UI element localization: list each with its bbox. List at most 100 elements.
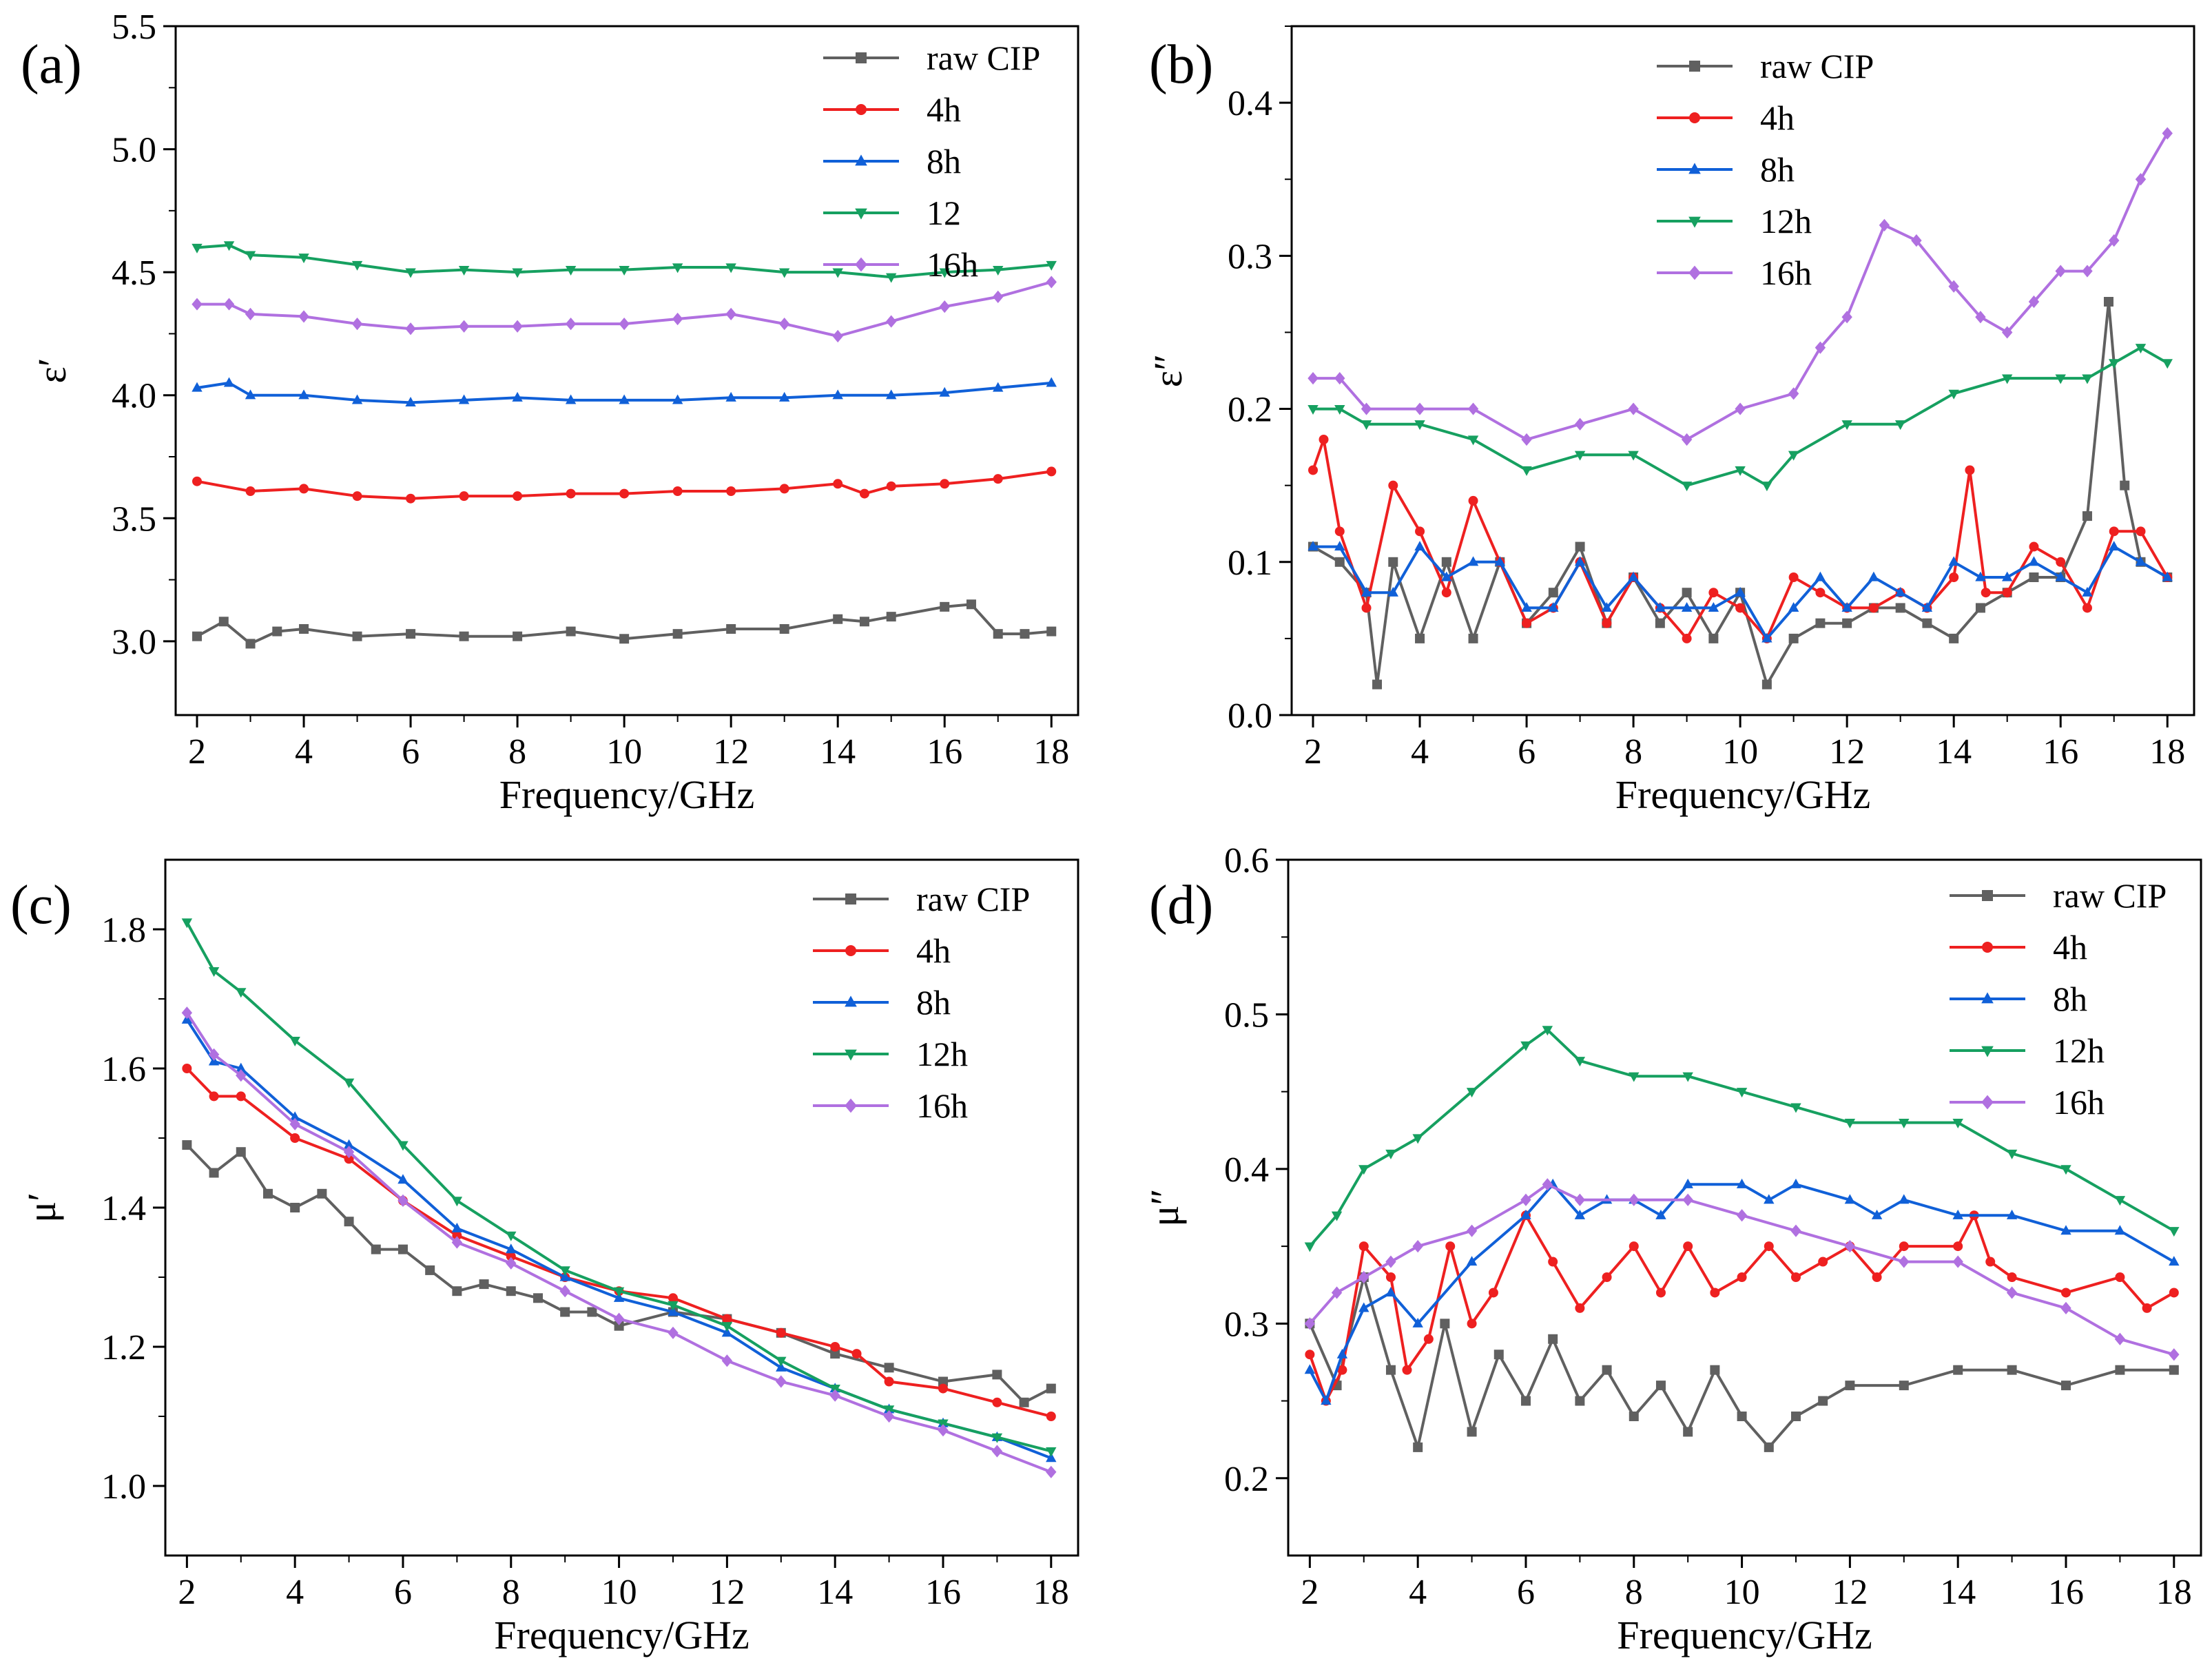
data-point (1708, 633, 1719, 643)
data-point (2055, 265, 2066, 278)
y-tick-label: 0.4 (1228, 84, 1272, 123)
data-point (2082, 374, 2093, 384)
data-point (1046, 626, 1057, 637)
data-point (1735, 586, 1746, 597)
data-point (1521, 433, 1532, 446)
data-point (619, 265, 630, 276)
data-point (452, 1286, 462, 1296)
data-point (1358, 1241, 1369, 1252)
data-point (619, 394, 630, 404)
series-line-12h (1313, 346, 2169, 487)
data-point (2135, 344, 2147, 354)
data-point (885, 389, 897, 400)
data-point (1872, 1272, 1882, 1282)
data-point (1761, 632, 1772, 643)
data-point (1815, 341, 1826, 354)
data-point (1818, 1396, 1828, 1406)
x-tick-label: 8 (502, 1573, 520, 1612)
data-point (1385, 1149, 1396, 1159)
data-point (1737, 1412, 1747, 1421)
legend-swatch-marker (1689, 61, 1700, 72)
data-point (2162, 571, 2173, 581)
legend-swatch-marker (856, 104, 867, 115)
data-point (1894, 420, 1906, 431)
series-line-raw-cip (185, 1144, 1052, 1404)
data-point (1494, 556, 1506, 566)
data-point (1361, 603, 1372, 613)
data-point (1372, 679, 1383, 690)
data-point (1975, 571, 1986, 581)
data-point (1681, 482, 1693, 492)
data-point (181, 1006, 193, 1020)
data-point (451, 1236, 463, 1249)
data-point (2029, 541, 2039, 552)
data-point (614, 1321, 624, 1331)
data-point (1736, 1088, 1748, 1098)
data-point (1682, 1072, 1693, 1082)
data-point (940, 601, 950, 612)
data-point (1521, 602, 1532, 612)
x-tick-label: 10 (1722, 732, 1758, 772)
legend-swatch-marker (1689, 112, 1700, 123)
x-tick-label: 12 (1832, 1573, 1868, 1612)
data-point (1488, 1288, 1498, 1298)
data-point (726, 624, 736, 634)
data-point (343, 1139, 355, 1149)
data-point (938, 1383, 948, 1394)
y-tick-label: 0.3 (1224, 1305, 1269, 1344)
data-point (1708, 588, 1719, 598)
data-point (452, 1230, 462, 1241)
data-point (1683, 1427, 1693, 1437)
data-point (1413, 1442, 1423, 1452)
data-point (2006, 1286, 2018, 1299)
data-point (1981, 588, 1991, 598)
data-point (397, 1244, 408, 1254)
data-point (351, 318, 363, 331)
data-point (344, 1154, 354, 1164)
data-point (1361, 586, 1372, 597)
data-point (2169, 1348, 2180, 1361)
panel-label: (d) (1149, 875, 1213, 936)
data-point (1629, 1072, 1640, 1082)
series-line-raw-cip (196, 603, 1052, 645)
y-tick-label: 0.4 (1224, 1150, 1269, 1190)
data-point (559, 1285, 570, 1298)
data-point (405, 268, 416, 278)
data-point (1336, 1348, 1348, 1358)
series-line-16h (197, 280, 1052, 338)
data-point (1331, 1286, 1343, 1299)
data-point (991, 1433, 1003, 1443)
data-point (830, 1342, 840, 1352)
data-point (1319, 435, 1329, 444)
data-point (1735, 402, 1746, 415)
x-tick-label: 2 (1304, 732, 1322, 772)
data-point (619, 634, 630, 644)
data-point (668, 1293, 678, 1303)
chart-panel-4: 2 4 6 8 10 12 14 16 18 0.2 0.3 0.4 0.5 0.6 Frequency/G… (1142, 841, 2202, 1657)
data-point (832, 268, 843, 278)
legend-label: 8h (927, 142, 961, 180)
legend: raw CIP 4h 8h 12h 16h (1657, 47, 1874, 292)
data-point (992, 1397, 1002, 1407)
data-point (1682, 588, 1692, 598)
data-point (1629, 1193, 1640, 1206)
legend: raw CIP 4h 8h 12h 16h (1950, 876, 2167, 1122)
data-point (2029, 572, 2039, 582)
data-point (559, 1266, 570, 1277)
data-point (2082, 265, 2093, 278)
x-tick-label: 16 (2048, 1573, 2084, 1612)
data-point (1952, 1209, 1963, 1219)
data-point (1681, 602, 1693, 612)
data-point (209, 1091, 219, 1102)
data-point (939, 300, 950, 313)
data-point (1046, 377, 1057, 387)
data-point (343, 1146, 355, 1159)
data-point (1841, 311, 1852, 324)
data-point (722, 1314, 732, 1324)
data-point (223, 241, 235, 251)
x-tick-label: 12 (713, 732, 749, 772)
data-point (672, 263, 683, 273)
data-point (2007, 1272, 2017, 1282)
data-point (2001, 571, 2013, 581)
x-tick-label: 6 (402, 732, 420, 772)
